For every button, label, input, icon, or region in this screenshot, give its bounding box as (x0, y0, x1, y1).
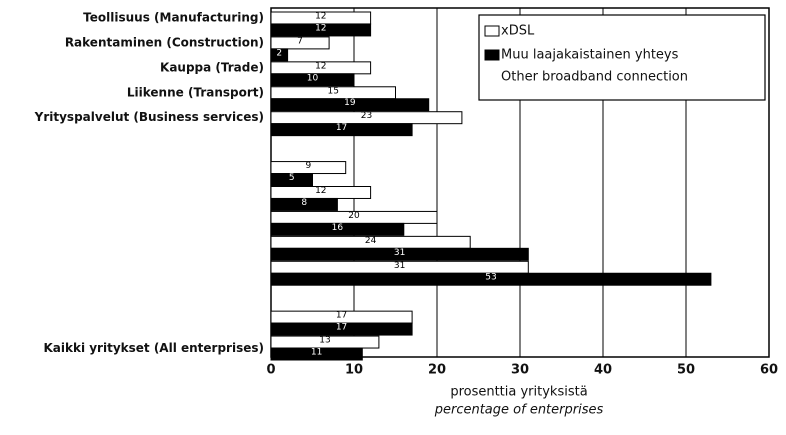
data-label: 12 (315, 11, 326, 21)
bar (270, 173, 313, 187)
data-label: 12 (315, 186, 326, 196)
x-tick-label: 40 (594, 363, 612, 378)
data-label: 15 (328, 86, 339, 96)
bar (270, 197, 338, 211)
bar (270, 322, 413, 336)
bar (270, 73, 355, 87)
legend-label: Other broadband connection (501, 70, 688, 85)
y-tick-label: Rakentaminen (Construction) (65, 35, 264, 49)
data-label: 17 (336, 123, 347, 133)
data-label: 31 (394, 261, 405, 271)
data-label: 12 (315, 61, 326, 71)
y-tick-label: Kaikki yritykset (All enterprises) (43, 341, 264, 355)
data-label: 16 (332, 223, 344, 233)
x-tick-label: 10 (345, 363, 363, 378)
data-label: 31 (394, 248, 405, 258)
data-label: 9 (305, 161, 311, 171)
y-tick-label: Liikenne (Transport) (127, 85, 264, 99)
x-tick-label: 50 (677, 363, 695, 378)
x-axis-label: percentage of enterprises (434, 403, 604, 418)
bar (270, 247, 529, 261)
legend-swatch (484, 25, 500, 37)
legend-label: Muu laajakaistainen yhteys (501, 48, 679, 63)
bar (270, 98, 430, 112)
data-label: 11 (311, 348, 322, 358)
data-label: 24 (365, 236, 377, 246)
data-label: 17 (336, 311, 347, 321)
data-label: 20 (348, 211, 360, 221)
data-label: 8 (301, 198, 307, 208)
data-label: 5 (289, 173, 295, 183)
bar (270, 48, 289, 62)
data-label: 13 (319, 336, 330, 346)
x-axis-label: prosenttia yrityksistä (450, 385, 587, 400)
data-label: 17 (336, 323, 347, 333)
bar (270, 347, 363, 361)
legend-label: xDSL (501, 24, 535, 39)
data-label: 53 (485, 273, 496, 283)
legend-swatch (484, 49, 500, 61)
y-tick-label: Kauppa (Trade) (160, 60, 264, 74)
bar (270, 123, 413, 137)
bar (270, 272, 712, 286)
x-tick-label: 30 (511, 363, 529, 378)
data-label: 7 (297, 36, 303, 46)
data-label: 10 (307, 73, 319, 83)
y-tick-label: Yrityspalvelut (Business services) (34, 110, 264, 124)
x-tick-label: 60 (760, 363, 778, 378)
x-tick-label: 0 (266, 363, 275, 378)
bar (270, 23, 372, 37)
bar (270, 36, 330, 50)
data-label: 23 (361, 111, 372, 121)
y-tick-label: Teollisuus (Manufacturing) (83, 11, 264, 25)
legend-box (478, 14, 766, 101)
data-label: 2 (276, 48, 282, 58)
data-label: 19 (344, 98, 356, 108)
bar (270, 222, 405, 236)
data-label: 12 (315, 23, 326, 33)
x-tick-label: 20 (428, 363, 446, 378)
